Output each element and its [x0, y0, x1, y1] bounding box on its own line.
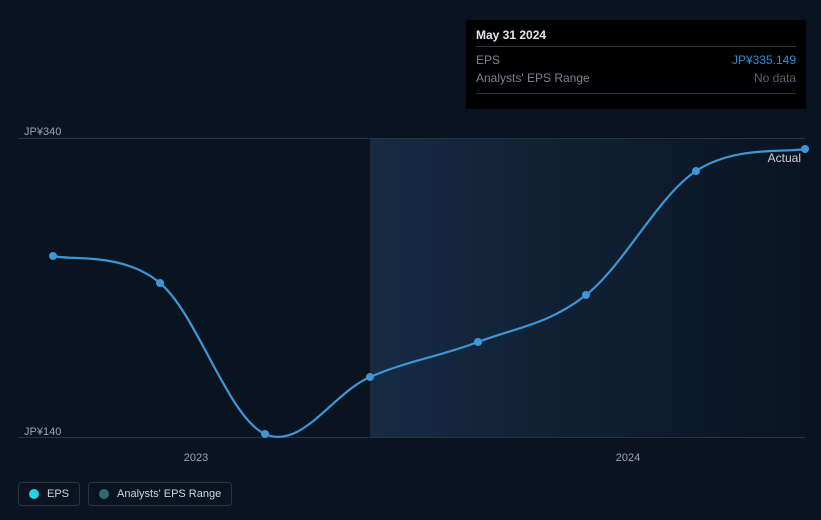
x-axis-label-0: 2023	[184, 452, 208, 464]
data-point-6[interactable]	[692, 167, 700, 175]
tooltip-row-value: No data	[754, 71, 796, 85]
legend-label: EPS	[47, 488, 69, 500]
legend-label: Analysts' EPS Range	[117, 488, 221, 500]
chart-legend: EPS Analysts' EPS Range	[18, 482, 232, 506]
data-point-7[interactable]	[801, 145, 809, 153]
tooltip-row-label: EPS	[476, 53, 500, 67]
tooltip-divider	[476, 93, 796, 101]
chart-svg	[18, 139, 805, 439]
data-point-3[interactable]	[366, 373, 374, 381]
tooltip-row-1: Analysts' EPS Range No data	[476, 69, 796, 87]
x-axis-label-1: 2024	[616, 452, 640, 464]
y-axis-label-top: JP¥340	[24, 126, 61, 138]
legend-swatch	[99, 489, 109, 499]
data-point-2[interactable]	[261, 430, 269, 438]
chart-tooltip: May 31 2024 EPS JP¥335.149 Analysts' EPS R…	[466, 20, 806, 109]
data-point-0[interactable]	[49, 252, 57, 260]
tooltip-rows: EPS JP¥335.149 Analysts' EPS Range No data	[476, 51, 796, 87]
legend-swatch	[29, 489, 39, 499]
tooltip-row-0: EPS JP¥335.149	[476, 51, 796, 69]
data-point-1[interactable]	[156, 279, 164, 287]
tooltip-date: May 31 2024	[476, 28, 796, 47]
eps-line	[53, 149, 805, 437]
legend-eps-range[interactable]: Analysts' EPS Range	[88, 482, 232, 506]
data-point-4[interactable]	[474, 338, 482, 346]
legend-eps[interactable]: EPS	[18, 482, 80, 506]
data-point-5[interactable]	[582, 291, 590, 299]
tooltip-row-label: Analysts' EPS Range	[476, 71, 590, 85]
tooltip-row-value: JP¥335.149	[732, 53, 796, 67]
chart-plot-area[interactable]: Actual	[18, 138, 805, 438]
